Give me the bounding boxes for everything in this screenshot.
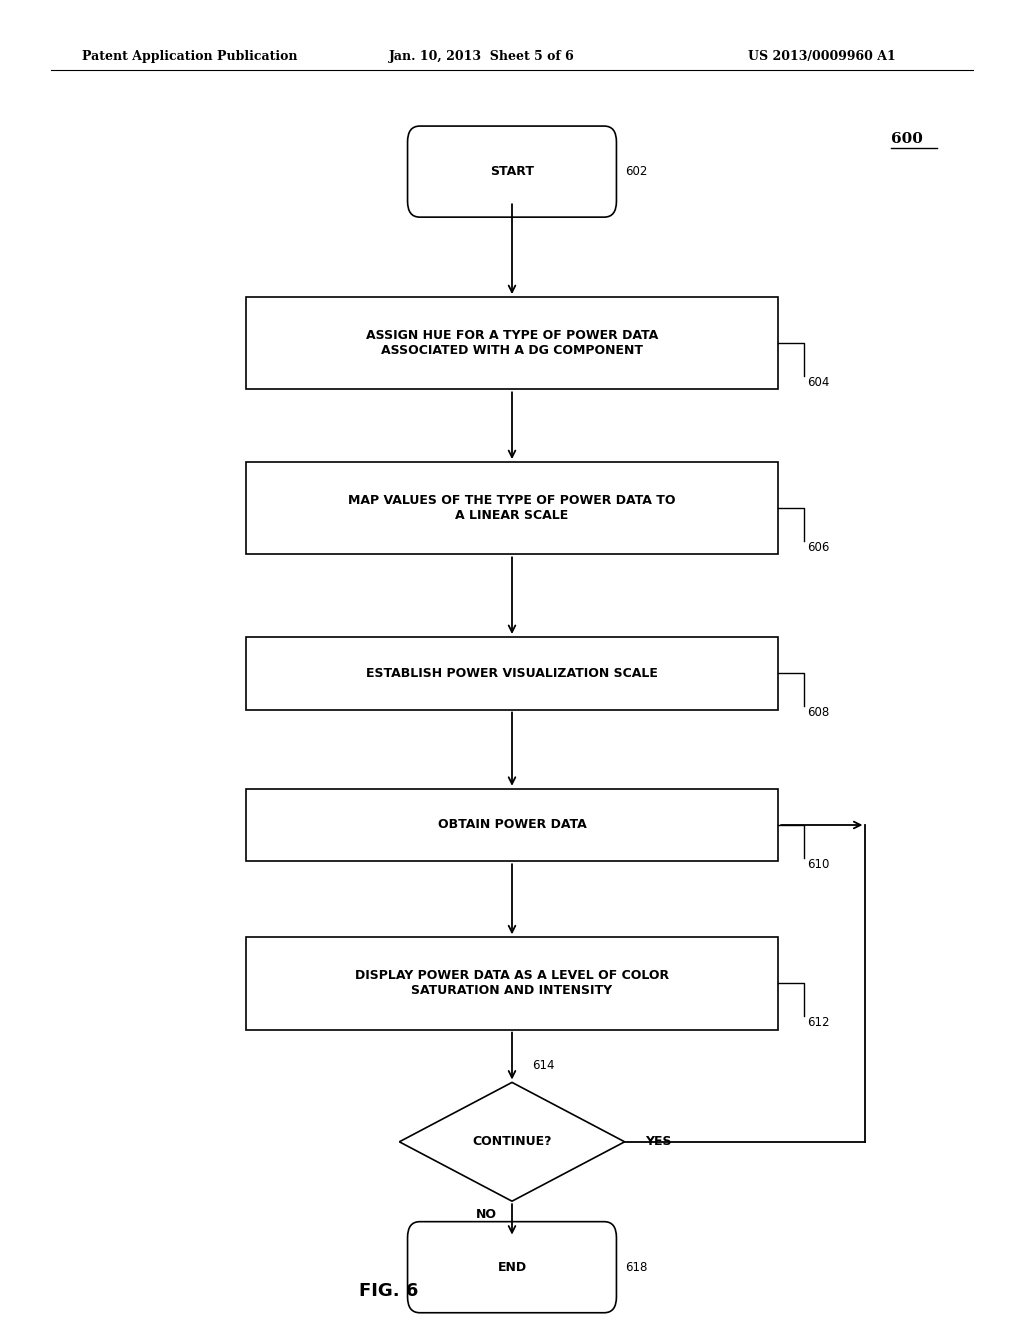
Text: NO: NO (476, 1208, 497, 1221)
Text: MAP VALUES OF THE TYPE OF POWER DATA TO
A LINEAR SCALE: MAP VALUES OF THE TYPE OF POWER DATA TO … (348, 494, 676, 523)
Text: 610: 610 (807, 858, 829, 871)
Text: 602: 602 (625, 165, 647, 178)
Text: 606: 606 (807, 541, 829, 554)
Bar (246, 789, 778, 862)
Text: 614: 614 (532, 1059, 555, 1072)
Text: 608: 608 (807, 706, 829, 719)
Text: 600: 600 (891, 132, 923, 145)
FancyBboxPatch shape (408, 1222, 616, 1312)
Bar (246, 937, 778, 1030)
Text: ESTABLISH POWER VISUALIZATION SCALE: ESTABLISH POWER VISUALIZATION SCALE (366, 667, 658, 680)
Bar (246, 462, 778, 554)
Polygon shape (399, 1082, 625, 1201)
Text: YES: YES (645, 1135, 672, 1148)
Text: US 2013/0009960 A1: US 2013/0009960 A1 (748, 50, 895, 63)
Text: FIG. 6: FIG. 6 (359, 1282, 419, 1300)
Text: END: END (498, 1261, 526, 1274)
Bar (246, 297, 778, 389)
Bar (246, 636, 778, 710)
Text: DISPLAY POWER DATA AS A LEVEL OF COLOR
SATURATION AND INTENSITY: DISPLAY POWER DATA AS A LEVEL OF COLOR S… (355, 969, 669, 998)
Text: Patent Application Publication: Patent Application Publication (82, 50, 297, 63)
Text: OBTAIN POWER DATA: OBTAIN POWER DATA (437, 818, 587, 832)
Text: START: START (490, 165, 534, 178)
Text: ASSIGN HUE FOR A TYPE OF POWER DATA
ASSOCIATED WITH A DG COMPONENT: ASSIGN HUE FOR A TYPE OF POWER DATA ASSO… (366, 329, 658, 358)
Text: Jan. 10, 2013  Sheet 5 of 6: Jan. 10, 2013 Sheet 5 of 6 (389, 50, 574, 63)
Text: 618: 618 (625, 1261, 647, 1274)
Text: 604: 604 (807, 376, 829, 389)
FancyBboxPatch shape (408, 125, 616, 216)
Text: CONTINUE?: CONTINUE? (472, 1135, 552, 1148)
Text: 612: 612 (807, 1016, 829, 1030)
